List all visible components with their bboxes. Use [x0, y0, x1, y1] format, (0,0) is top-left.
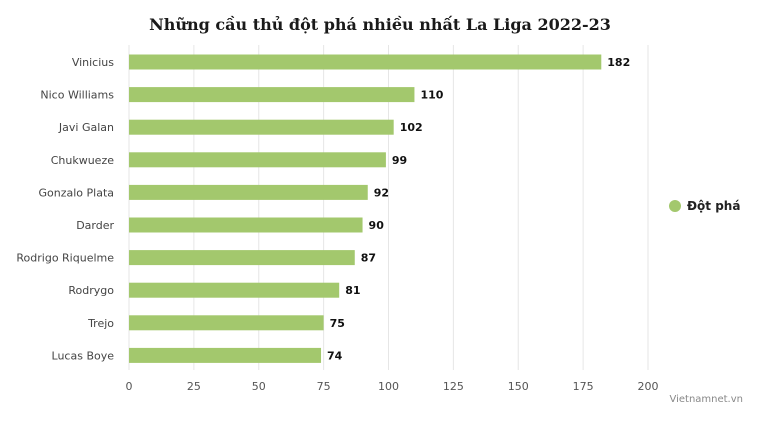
x-tick-label: 25	[187, 380, 201, 393]
bar[interactable]	[129, 250, 355, 266]
x-tick-label: 75	[317, 380, 331, 393]
category-label: Javi Galan	[58, 121, 114, 134]
category-label: Nico Williams	[40, 89, 114, 102]
data-label: 99	[392, 154, 407, 167]
bar[interactable]	[129, 54, 602, 70]
legend-marker	[669, 200, 681, 212]
x-tick-label: 0	[126, 380, 133, 393]
category-label: Darder	[76, 219, 114, 232]
x-tick-label: 100	[378, 380, 399, 393]
legend[interactable]: Đột phá	[669, 199, 740, 213]
data-label: 92	[374, 186, 389, 199]
x-tick-label: 125	[443, 380, 464, 393]
category-label: Lucas Boye	[52, 349, 115, 362]
bar[interactable]	[129, 87, 415, 103]
data-label: 110	[420, 89, 443, 102]
category-label: Chukwueze	[51, 154, 115, 167]
chart-title: Những cầu thủ đột phá nhiều nhất La Liga…	[149, 15, 611, 34]
category-label: Rodrygo	[68, 284, 114, 297]
bar[interactable]	[129, 347, 322, 363]
bars: Vinicius 182 Nico Williams 110 Javi Galan 102…	[16, 54, 630, 363]
bar[interactable]	[129, 152, 386, 168]
data-label: 90	[369, 219, 385, 232]
data-label: 102	[400, 121, 423, 134]
data-label: 87	[361, 252, 376, 265]
bar[interactable]	[129, 119, 394, 135]
x-tick-label: 150	[508, 380, 529, 393]
x-axis: 0 25 50 75 100 125 150 175 200	[126, 380, 659, 393]
credit: Vietnamnet.vn	[669, 394, 743, 405]
category-label: Vinicius	[72, 56, 114, 69]
bar[interactable]	[129, 315, 324, 331]
legend-label[interactable]: Đột phá	[687, 199, 740, 213]
x-tick-label: 50	[252, 380, 266, 393]
bar[interactable]	[129, 282, 340, 298]
bar[interactable]	[129, 184, 368, 200]
data-label: 182	[607, 56, 630, 69]
data-label: 75	[330, 317, 345, 330]
bar[interactable]	[129, 217, 363, 233]
data-label: 74	[327, 349, 343, 362]
x-tick-label: 175	[573, 380, 594, 393]
data-label: 81	[345, 284, 360, 297]
category-label: Gonzalo Plata	[38, 186, 114, 199]
category-label: Trejo	[87, 317, 114, 330]
category-label: Rodrigo Riquelme	[16, 252, 114, 265]
x-tick-label: 200	[638, 380, 659, 393]
